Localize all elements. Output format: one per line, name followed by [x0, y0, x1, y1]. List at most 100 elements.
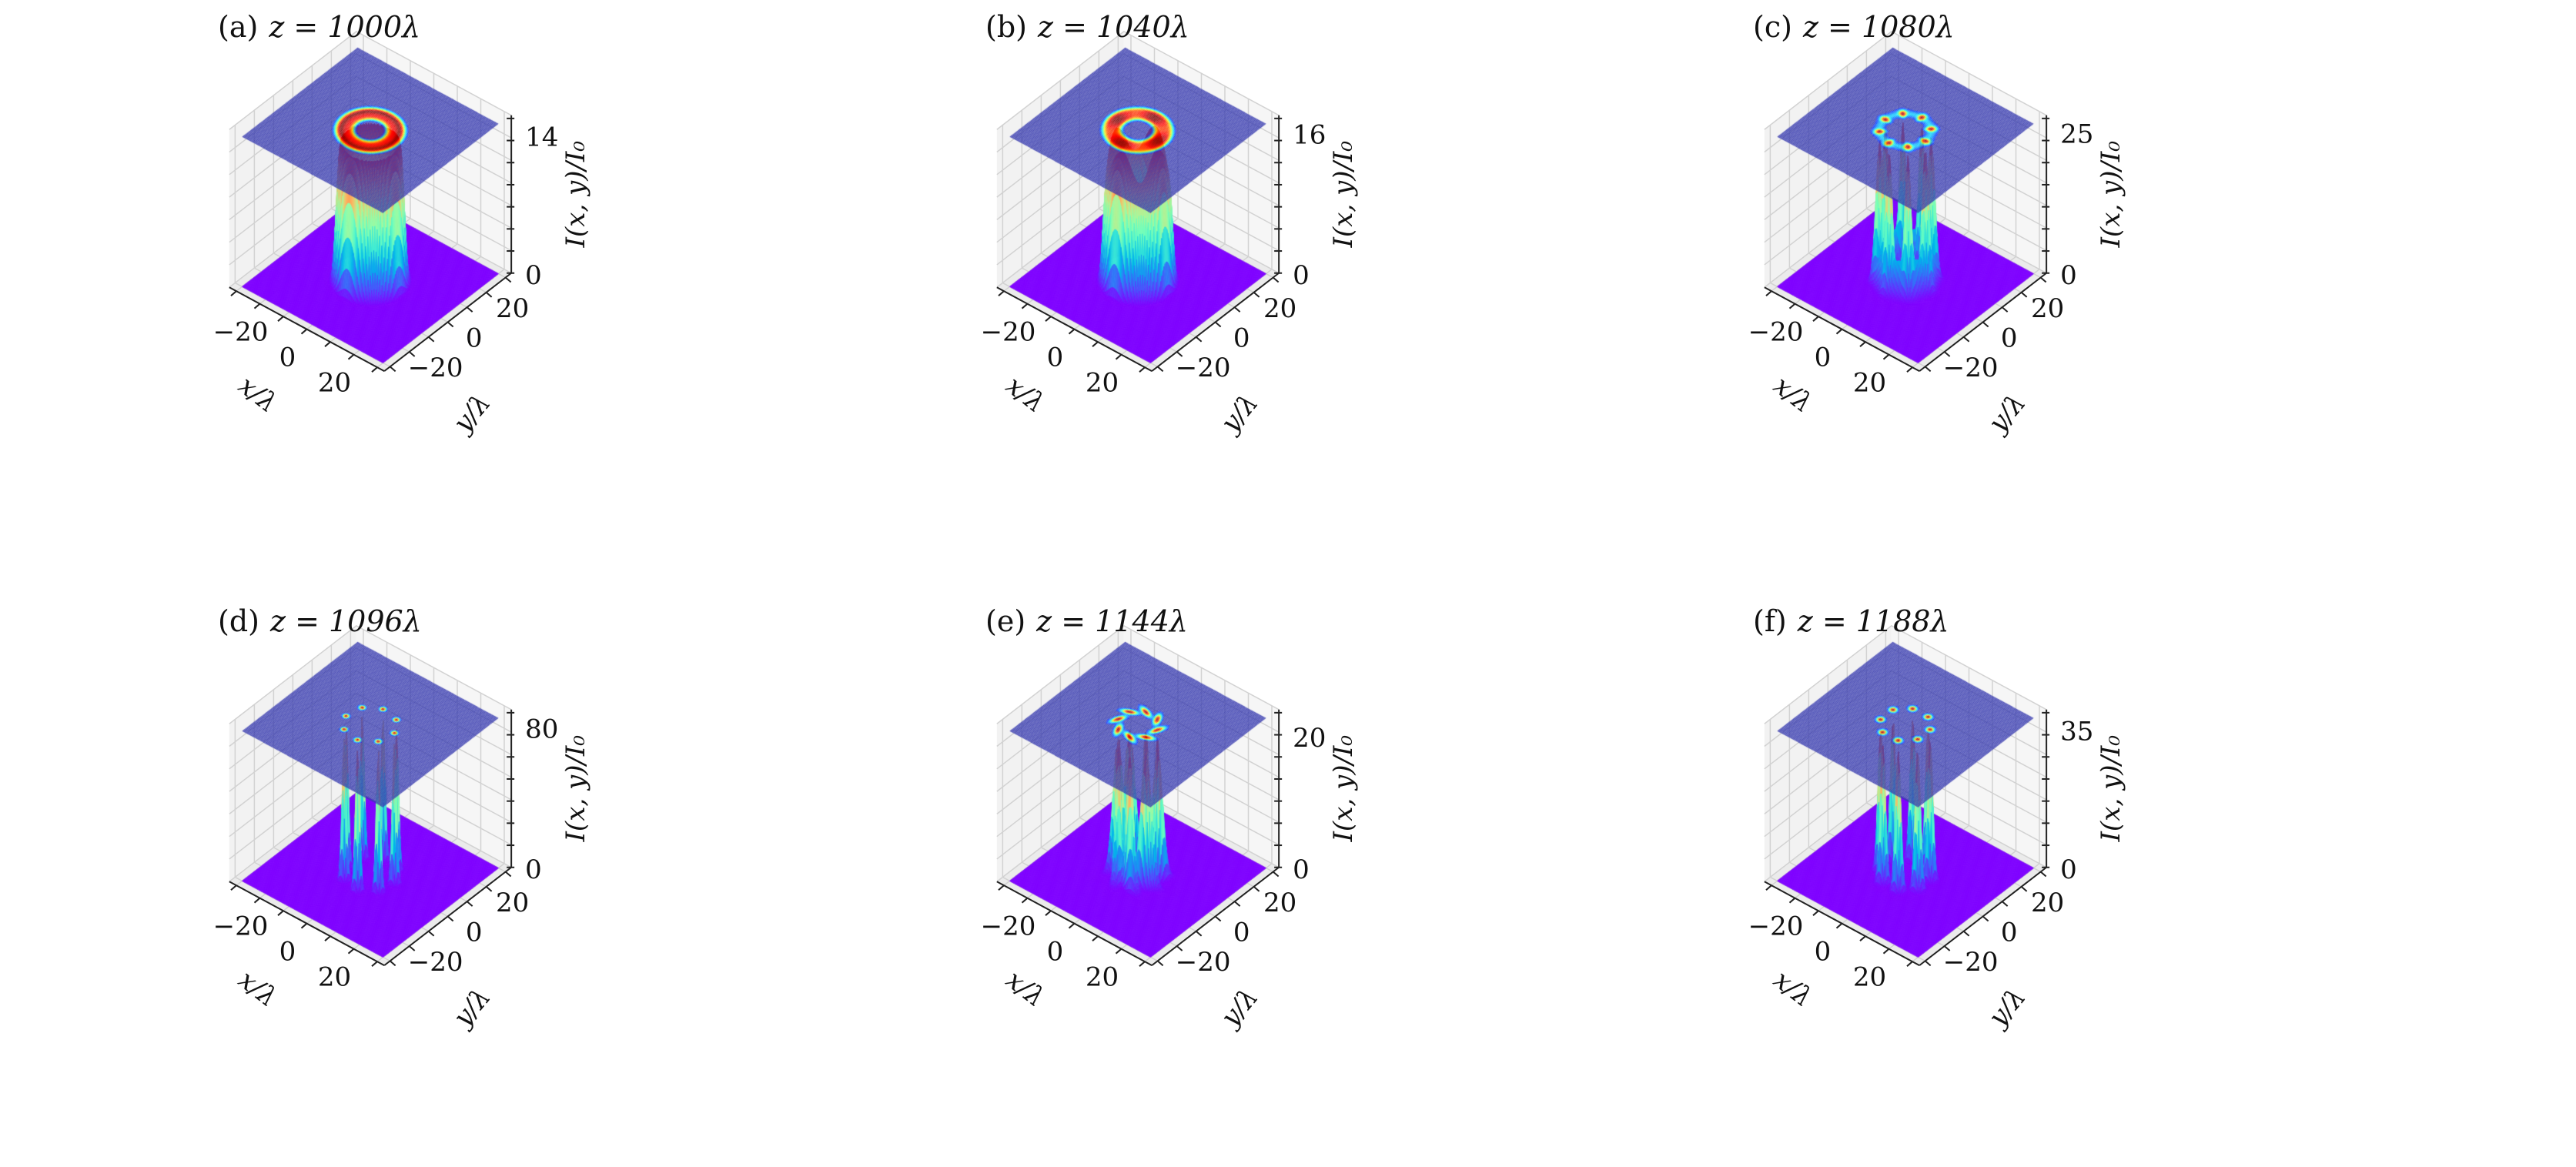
y-tick: [1272, 276, 1280, 283]
x-tick: [1092, 341, 1099, 347]
x-tick-label: 0: [279, 937, 296, 968]
z-tick-label: 0: [525, 260, 542, 291]
x-tick-label: −20: [981, 911, 1036, 942]
z-tick-label: 25: [2060, 119, 2093, 150]
x-tick-label: 20: [318, 368, 351, 399]
x-tick: [1859, 341, 1866, 347]
x-tick-label: −20: [1748, 911, 1804, 942]
subplot-title: (c) z = 1080λ: [1753, 10, 1955, 44]
y-tick-label: 0: [2001, 323, 2018, 353]
intensity-surface: [0, 594, 768, 1167]
x-tick: [1115, 353, 1122, 360]
y-tick-label: −20: [1176, 353, 1231, 383]
y-tick: [1962, 336, 1970, 343]
y-tick: [2001, 306, 2009, 313]
x-tick: [1812, 316, 1819, 322]
x-tick: [253, 897, 261, 904]
x-tick: [1835, 328, 1843, 335]
x-tick: [1765, 290, 1772, 296]
propagation-distance: z = 1040λ: [1037, 10, 1189, 44]
x-tick: [347, 353, 355, 360]
intensity-surface: [768, 594, 1535, 1167]
y-axis-label: y/λ: [1982, 982, 2032, 1034]
x-tick: [1092, 935, 1099, 941]
subplot-c: (c) z = 1080λ −20 −20 0 0 20 20 0 25 x/λ y/λ I(x, y)…: [1535, 0, 2303, 594]
x-tick: [1906, 961, 1913, 967]
y-tick-label: 0: [466, 323, 483, 353]
y-tick: [1156, 960, 1164, 967]
x-tick-label: −20: [213, 911, 269, 942]
x-tick: [1835, 922, 1843, 929]
x-tick: [1139, 961, 1146, 967]
y-tick: [2039, 276, 2047, 283]
x-tick: [1788, 897, 1796, 904]
y-tick-label: −20: [408, 947, 463, 978]
y-tick: [1982, 915, 1989, 922]
y-tick-label: 20: [1263, 293, 1296, 324]
x-tick: [230, 290, 237, 296]
z-axis-label: I(x, y)/I₀: [2096, 735, 2126, 843]
subplot-b: (b) z = 1040λ −20 −20 0 0 20 20 0 16 x/λ y/λ I(x, y)…: [768, 0, 1535, 594]
y-tick-label: 0: [1233, 323, 1250, 353]
y-tick: [408, 351, 416, 357]
x-tick-label: −20: [981, 317, 1036, 348]
y-axis-line: [383, 866, 512, 966]
y-tick-label: 20: [2031, 888, 2064, 918]
y-tick: [466, 901, 473, 907]
y-axis-line: [1919, 866, 2047, 966]
y-tick: [1272, 871, 1280, 878]
x-tick: [1788, 303, 1796, 309]
panel-label: (b): [985, 10, 1027, 44]
y-tick: [447, 915, 454, 922]
y-tick: [408, 945, 416, 951]
y-tick: [2020, 292, 2028, 298]
x-tick: [998, 290, 1005, 296]
propagation-distance: z = 1000λ: [268, 10, 420, 44]
z-tick-label: 0: [525, 854, 542, 885]
y-tick: [1982, 321, 1989, 328]
x-tick: [1859, 935, 1866, 941]
y-tick: [1924, 366, 1932, 373]
z-tick-label: 0: [1293, 854, 1310, 885]
z-axis-label: I(x, y)/I₀: [560, 735, 591, 843]
z-tick-label: 20: [1293, 723, 1326, 754]
x-tick: [1139, 366, 1146, 373]
panel-label: (c): [1753, 10, 1792, 44]
z-tick-label: 80: [525, 714, 558, 745]
x-tick: [1021, 897, 1029, 904]
y-tick: [485, 292, 493, 298]
z-tick-label: 0: [1293, 260, 1310, 291]
x-tick-label: 0: [1815, 343, 1832, 373]
x-tick-label: 20: [1086, 368, 1119, 399]
y-tick-label: 20: [2031, 293, 2064, 324]
x-tick: [371, 961, 378, 967]
y-tick: [504, 871, 512, 878]
propagation-distance: z = 1144λ: [1035, 604, 1188, 638]
x-axis-label: x/λ: [233, 370, 283, 420]
x-tick-label: 0: [1047, 937, 1064, 968]
y-tick-label: −20: [1943, 353, 1999, 383]
y-tick: [485, 886, 493, 892]
subplot-title: (f) z = 1188λ: [1753, 604, 1949, 638]
y-tick: [1195, 336, 1203, 343]
y-tick: [2020, 886, 2028, 892]
x-tick: [253, 303, 261, 309]
z-axis-label: I(x, y)/I₀: [560, 141, 591, 249]
x-tick: [324, 341, 331, 347]
x-tick: [998, 884, 1005, 891]
y-tick-label: 0: [1233, 917, 1250, 948]
x-tick: [300, 922, 308, 929]
z-tick-label: 0: [2060, 854, 2077, 885]
x-tick: [1115, 948, 1122, 955]
x-axis-line: [1764, 881, 1920, 967]
y-tick: [1176, 351, 1183, 357]
panel-label: (a): [218, 10, 258, 44]
y-tick-label: 20: [1263, 888, 1296, 918]
subplot-d: (d) z = 1096λ −20 −20 0 0 20 20 0 80 x/λ y/λ I(x, y)…: [0, 594, 768, 1167]
x-axis-label: x/λ: [233, 965, 283, 1014]
y-tick: [1233, 306, 1241, 313]
x-axis-label: x/λ: [1768, 370, 1818, 420]
x-tick: [1045, 316, 1052, 322]
x-tick: [347, 948, 355, 955]
